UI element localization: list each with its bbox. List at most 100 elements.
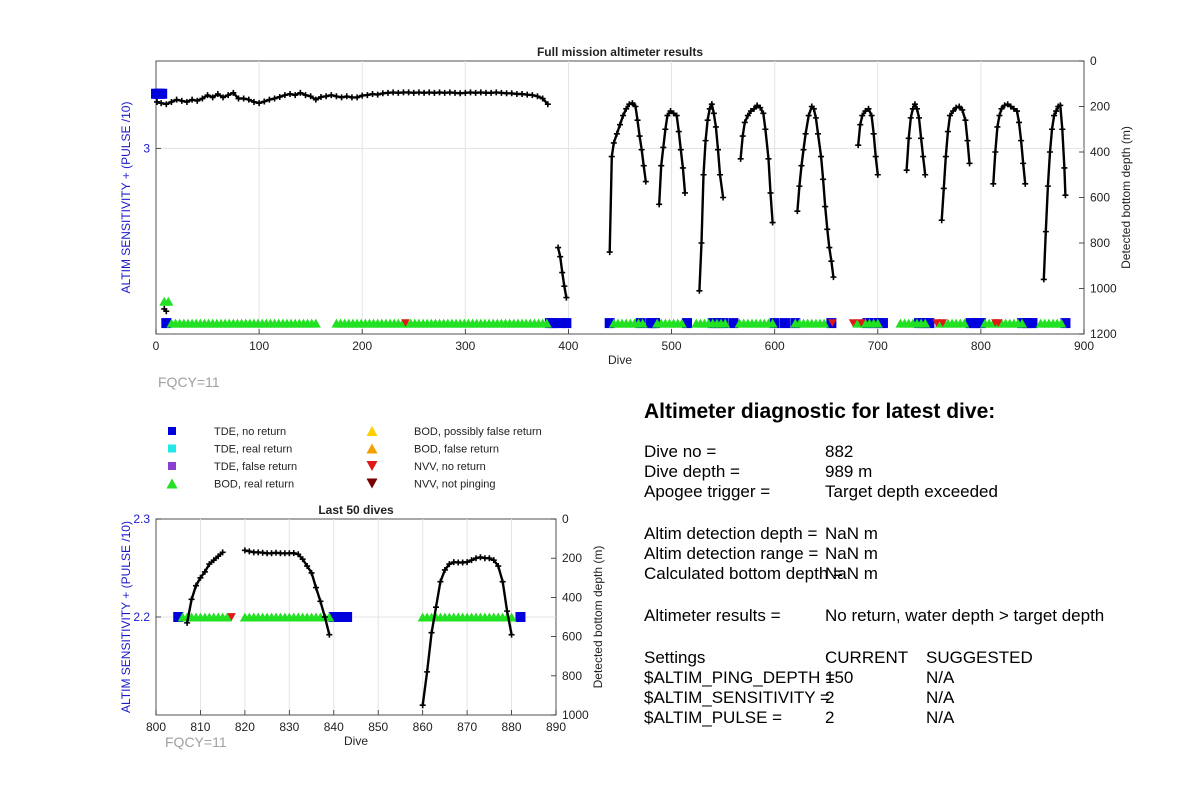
legend-triangle-down-marker xyxy=(366,461,378,471)
depth-point xyxy=(739,133,746,140)
depth-point xyxy=(488,89,495,96)
depth-point xyxy=(415,89,422,96)
depth-point xyxy=(913,105,920,112)
depth-point xyxy=(490,557,497,564)
depth-point xyxy=(499,578,506,585)
depth-point xyxy=(193,582,199,589)
detection-depth-row: Altim detection depth = NaN m xyxy=(644,524,1184,544)
depth-point xyxy=(168,98,175,105)
x-tick-label: 850 xyxy=(368,720,388,734)
depth-point xyxy=(859,112,866,119)
depth-point xyxy=(660,144,667,151)
bod-real-return-marker xyxy=(541,318,552,328)
depth-point xyxy=(178,97,185,104)
x-tick-label: 600 xyxy=(765,339,785,353)
depth-point xyxy=(820,176,827,183)
depth-point xyxy=(473,555,479,562)
x-tick-label: 300 xyxy=(455,339,475,353)
depth-point xyxy=(956,103,963,110)
legend-label: NVV, not pinging xyxy=(414,479,496,491)
depth-point xyxy=(946,112,953,119)
depth-point xyxy=(364,92,371,99)
depth-point xyxy=(328,92,335,99)
depth-point xyxy=(940,185,947,192)
depth-point xyxy=(1007,103,1014,110)
depth-point xyxy=(495,563,502,570)
depth-point xyxy=(708,101,715,108)
plot-area xyxy=(155,60,1085,335)
x-tick-label: 900 xyxy=(1074,339,1094,353)
depth-point xyxy=(317,93,324,100)
depth-point xyxy=(559,269,566,276)
y-right-tick-label: 400 xyxy=(562,590,582,604)
tde-no-return-marker xyxy=(877,318,888,329)
depth-point xyxy=(220,94,227,101)
depth-point xyxy=(266,96,273,103)
settings-label: Settings xyxy=(644,648,706,667)
suggested-header: SUGGESTED xyxy=(926,648,1033,667)
depth-point xyxy=(441,89,448,96)
depth-point xyxy=(953,104,960,111)
legend-triangle-up-marker xyxy=(366,443,378,454)
depth-point xyxy=(241,547,248,554)
depth-point xyxy=(503,90,510,97)
depth-point xyxy=(608,153,615,160)
depth-point xyxy=(245,96,252,103)
depth-point xyxy=(922,171,929,178)
depth-point xyxy=(826,244,833,251)
x-tick-label: 820 xyxy=(235,720,255,734)
x-tick-label: 890 xyxy=(546,720,566,734)
depth-point xyxy=(737,155,744,162)
depth-point xyxy=(163,308,170,315)
depth-point xyxy=(354,94,361,101)
marker-legend: TDE, no return TDE, real return TDE, false… xyxy=(166,426,542,491)
tde-no-return-marker xyxy=(604,318,615,329)
depth-point xyxy=(744,112,751,119)
sensitivity-label: $ALTIM_SENSITIVITY = xyxy=(644,688,830,707)
depth-point xyxy=(302,92,309,99)
nvv-no-return-marker xyxy=(848,319,858,327)
depth-point xyxy=(667,108,674,115)
depth-point xyxy=(907,114,914,121)
depth-point xyxy=(1049,126,1056,133)
legend-label: BOD, possibly false return xyxy=(414,426,542,438)
bod-real-return-marker xyxy=(1017,318,1028,328)
depth-point xyxy=(472,89,479,96)
tde-no-return-marker xyxy=(547,318,558,329)
depth-point xyxy=(606,249,613,256)
depth-point xyxy=(246,548,253,555)
x-tick-label: 810 xyxy=(190,720,210,734)
depth-point xyxy=(555,244,562,251)
depth-point xyxy=(944,128,951,135)
depth-point xyxy=(513,90,520,97)
depth-point xyxy=(154,98,161,105)
depth-point xyxy=(395,89,402,96)
depth-point xyxy=(870,130,877,137)
x-tick-label: 830 xyxy=(279,720,299,734)
calculated-depth-value: NaN m xyxy=(825,564,878,583)
tde-no-return-marker xyxy=(1060,318,1071,329)
depth-line xyxy=(905,101,927,175)
depth-point xyxy=(796,183,803,190)
depth-point xyxy=(942,153,949,160)
depth-point xyxy=(308,569,315,576)
depth-point xyxy=(617,121,623,128)
depth-point xyxy=(812,114,819,121)
depth-point xyxy=(911,101,918,108)
depth-point xyxy=(1013,108,1020,115)
legend-label: NVV, no return xyxy=(414,461,486,473)
sensitivity-suggested: N/A xyxy=(926,688,955,707)
chart-title: Last 50 dives xyxy=(318,503,394,517)
depth-point xyxy=(664,112,671,119)
detection-range-value: NaN m xyxy=(825,544,878,563)
depth-line xyxy=(1042,103,1067,280)
depth-point xyxy=(534,93,541,100)
depth-point xyxy=(903,167,910,174)
depth-point xyxy=(1046,149,1053,155)
results-label: Altimeter results = xyxy=(644,606,781,625)
bod-real-return-marker xyxy=(767,318,778,328)
y-right-tick-label: 200 xyxy=(1090,100,1110,114)
depth-point xyxy=(348,94,355,101)
depth-point xyxy=(675,128,682,135)
depth-point xyxy=(762,126,769,133)
